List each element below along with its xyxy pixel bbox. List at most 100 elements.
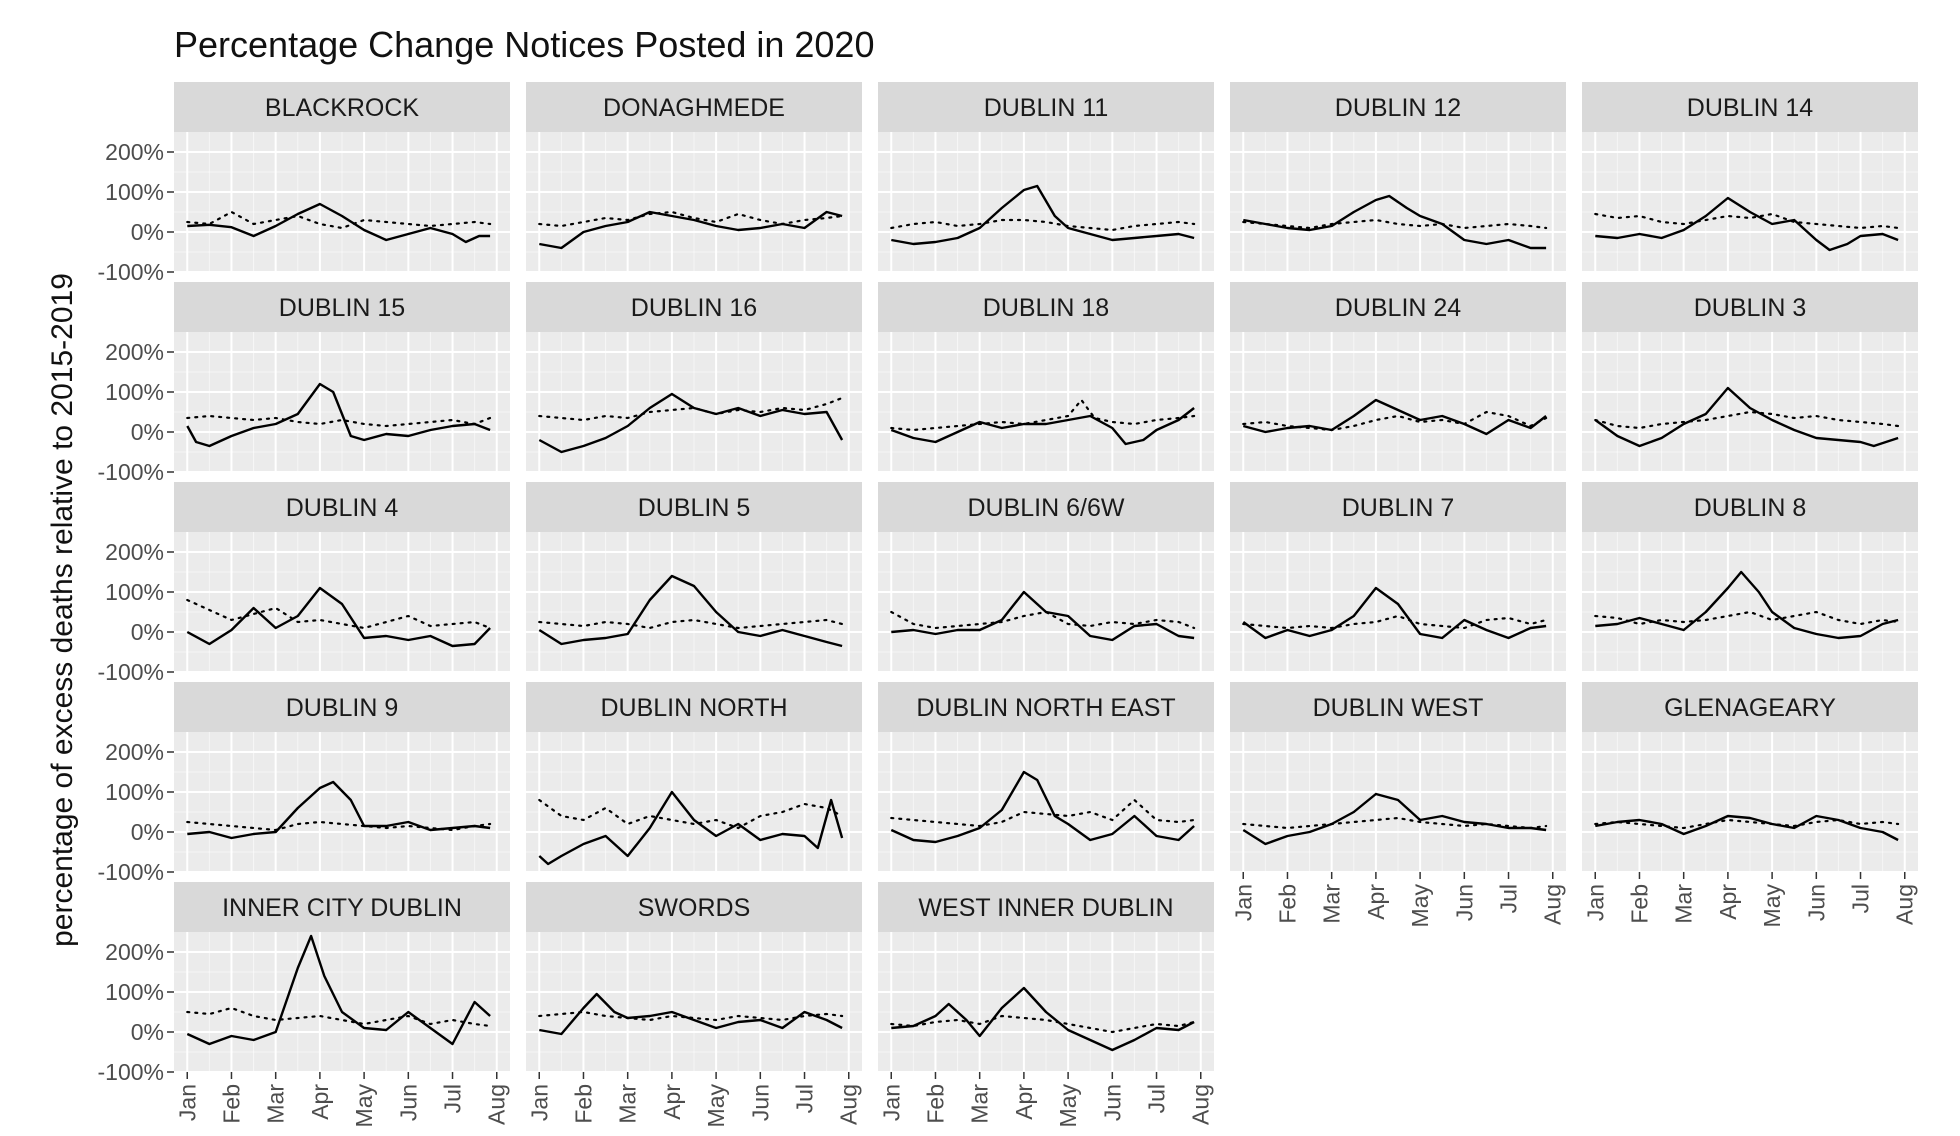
facet-strip — [526, 682, 862, 732]
facet-strip — [878, 82, 1214, 132]
x-tick-label: May — [1055, 1084, 1081, 1128]
facet-strip-label: DUBLIN 14 — [1687, 94, 1814, 122]
facet-strip-label: DUBLIN NORTH — [600, 694, 787, 722]
facet-dublin-15: DUBLIN 15 -100% 0% 100% 200% — [98, 282, 510, 485]
y-tick-label: 200% — [105, 939, 164, 965]
facet-strip — [526, 82, 862, 132]
series-line-solid — [1242, 398, 1547, 436]
x-tick-label: Apr — [659, 1084, 685, 1120]
series-line-solid — [1594, 386, 1899, 448]
x-tick-label: Feb — [1626, 884, 1652, 924]
y-tick-label: 100% — [105, 179, 164, 205]
x-tick-label: Jun — [1803, 884, 1829, 921]
facet-strip — [174, 482, 510, 532]
y-tick-label: 200% — [105, 339, 164, 365]
facet-donaghmede: DONAGHMEDE — [526, 82, 862, 273]
facet-strip — [1230, 682, 1566, 732]
facet-dublin-9: DUBLIN 9 -100% 0% 100% 200% — [98, 682, 510, 885]
facet-glenageary: GLENAGEARY Jan Feb Mar Apr May Jun Jul Aug — [1582, 682, 1918, 927]
x-tick-label: Feb — [922, 1084, 948, 1124]
facet-strip-label: DUBLIN 6/6W — [968, 494, 1125, 522]
facet-strip-label: DUBLIN 16 — [631, 294, 757, 322]
y-tick-label: -100% — [98, 459, 164, 485]
series-line-dotted — [890, 398, 1196, 432]
x-tick-label: May — [703, 1084, 729, 1128]
y-tick-label: 0% — [131, 1019, 164, 1045]
x-tick-label: Jul — [440, 1084, 466, 1113]
facet-dublin-7: DUBLIN 7 — [1230, 482, 1566, 673]
x-tick-label: Mar — [263, 1084, 289, 1124]
facet-strip-label: DUBLIN 5 — [638, 494, 751, 522]
x-tick-label: Jan — [526, 1084, 552, 1121]
facet-strip — [878, 882, 1214, 932]
y-tick-label: 100% — [105, 579, 164, 605]
y-tick-label: -100% — [98, 1059, 164, 1085]
series-line-solid — [1595, 196, 1899, 252]
series-line-solid — [186, 586, 491, 648]
y-tick-label: 200% — [105, 139, 164, 165]
facet-strip — [526, 482, 862, 532]
y-tick-label: 0% — [131, 419, 164, 445]
facet-strip — [1582, 682, 1918, 732]
facet-west-inner-dublin: WEST INNER DUBLIN Jan Feb Mar Apr May Jun Jul Au… — [878, 882, 1214, 1127]
series-line-solid — [186, 382, 491, 448]
x-tick-label: Jun — [1099, 1084, 1125, 1121]
facet-strip — [174, 882, 510, 932]
facet-strip — [174, 82, 510, 132]
facet-strip — [1230, 482, 1566, 532]
x-tick-label: Jan — [878, 1084, 904, 1121]
facet-inner-city-dublin: INNER CITY DUBLIN -100% 0% 100% 200% Jan Feb Ma… — [98, 882, 510, 1127]
x-tick-label: Aug — [484, 1084, 510, 1125]
series-line-solid — [538, 790, 844, 866]
y-tick-label: -100% — [98, 859, 164, 885]
facet-dublin-north-east: DUBLIN NORTH EAST — [878, 682, 1214, 873]
x-tick-label: Aug — [1188, 1084, 1214, 1125]
series-line-solid — [186, 934, 491, 1046]
facet-blackrock: BLACKROCK -100% 0% 100% 200% — [98, 82, 510, 285]
x-tick-label: Apr — [307, 1084, 333, 1120]
x-tick-label: Apr — [1363, 884, 1389, 920]
chart-title: Percentage Change Notices Posted in 2020 — [174, 24, 874, 65]
facet-dublin-11: DUBLIN 11 — [878, 82, 1214, 273]
x-tick-label: May — [351, 1084, 377, 1128]
series-line-solid — [1595, 570, 1899, 640]
series-line-solid — [891, 184, 1195, 246]
y-tick-label: 200% — [105, 539, 164, 565]
facet-dublin-4: DUBLIN 4 -100% 0% 100% 200% — [98, 482, 510, 685]
series-line-solid — [538, 392, 844, 454]
x-tick-label: Mar — [615, 1084, 641, 1124]
facet-dublin-24: DUBLIN 24 — [1230, 282, 1566, 473]
series-line-solid — [187, 202, 491, 244]
facet-strip — [1230, 282, 1566, 332]
series-line-solid — [890, 770, 1195, 844]
series-line-solid — [890, 407, 1195, 446]
facet-dublin-14: DUBLIN 14 — [1582, 82, 1918, 273]
facet-strip-label: GLENAGEARY — [1664, 694, 1836, 722]
y-tick-label: 0% — [131, 619, 164, 645]
series-line-solid — [538, 574, 843, 648]
x-tick-label: Feb — [218, 1084, 244, 1124]
x-tick-label: Mar — [967, 1084, 993, 1124]
series-line-solid — [1243, 194, 1547, 250]
x-tick-label: Aug — [836, 1084, 862, 1125]
x-tick-label: Aug — [1892, 884, 1918, 925]
facet-panels: BLACKROCK -100% 0% 100% 200% DONAGHMEDE DUBLIN… — [98, 82, 1918, 1127]
facet-strip-label: DUBLIN 9 — [286, 694, 399, 722]
y-tick-label: 100% — [105, 379, 164, 405]
series-line-solid — [891, 590, 1195, 642]
x-tick-label: Feb — [570, 1084, 596, 1124]
facet-strip — [878, 482, 1214, 532]
facet-strip-label: DUBLIN WEST — [1313, 694, 1484, 722]
facet-strip-label: WEST INNER DUBLIN — [918, 894, 1173, 922]
facet-dublin-west: DUBLIN WEST Jan Feb Mar Apr May Jun Jul Aug — [1230, 682, 1566, 927]
x-tick-label: Jul — [792, 1084, 818, 1113]
x-tick-label: Apr — [1715, 884, 1741, 920]
facet-strip-label: DUBLIN 4 — [286, 494, 399, 522]
y-tick-label: 100% — [105, 979, 164, 1005]
y-tick-label: 100% — [105, 779, 164, 805]
facet-strip-label: SWORDS — [638, 894, 751, 922]
facet-dublin-6-6w: DUBLIN 6/6W — [878, 482, 1214, 673]
facet-strip-label: DUBLIN NORTH EAST — [916, 694, 1175, 722]
x-tick-label: Jan — [1582, 884, 1608, 921]
